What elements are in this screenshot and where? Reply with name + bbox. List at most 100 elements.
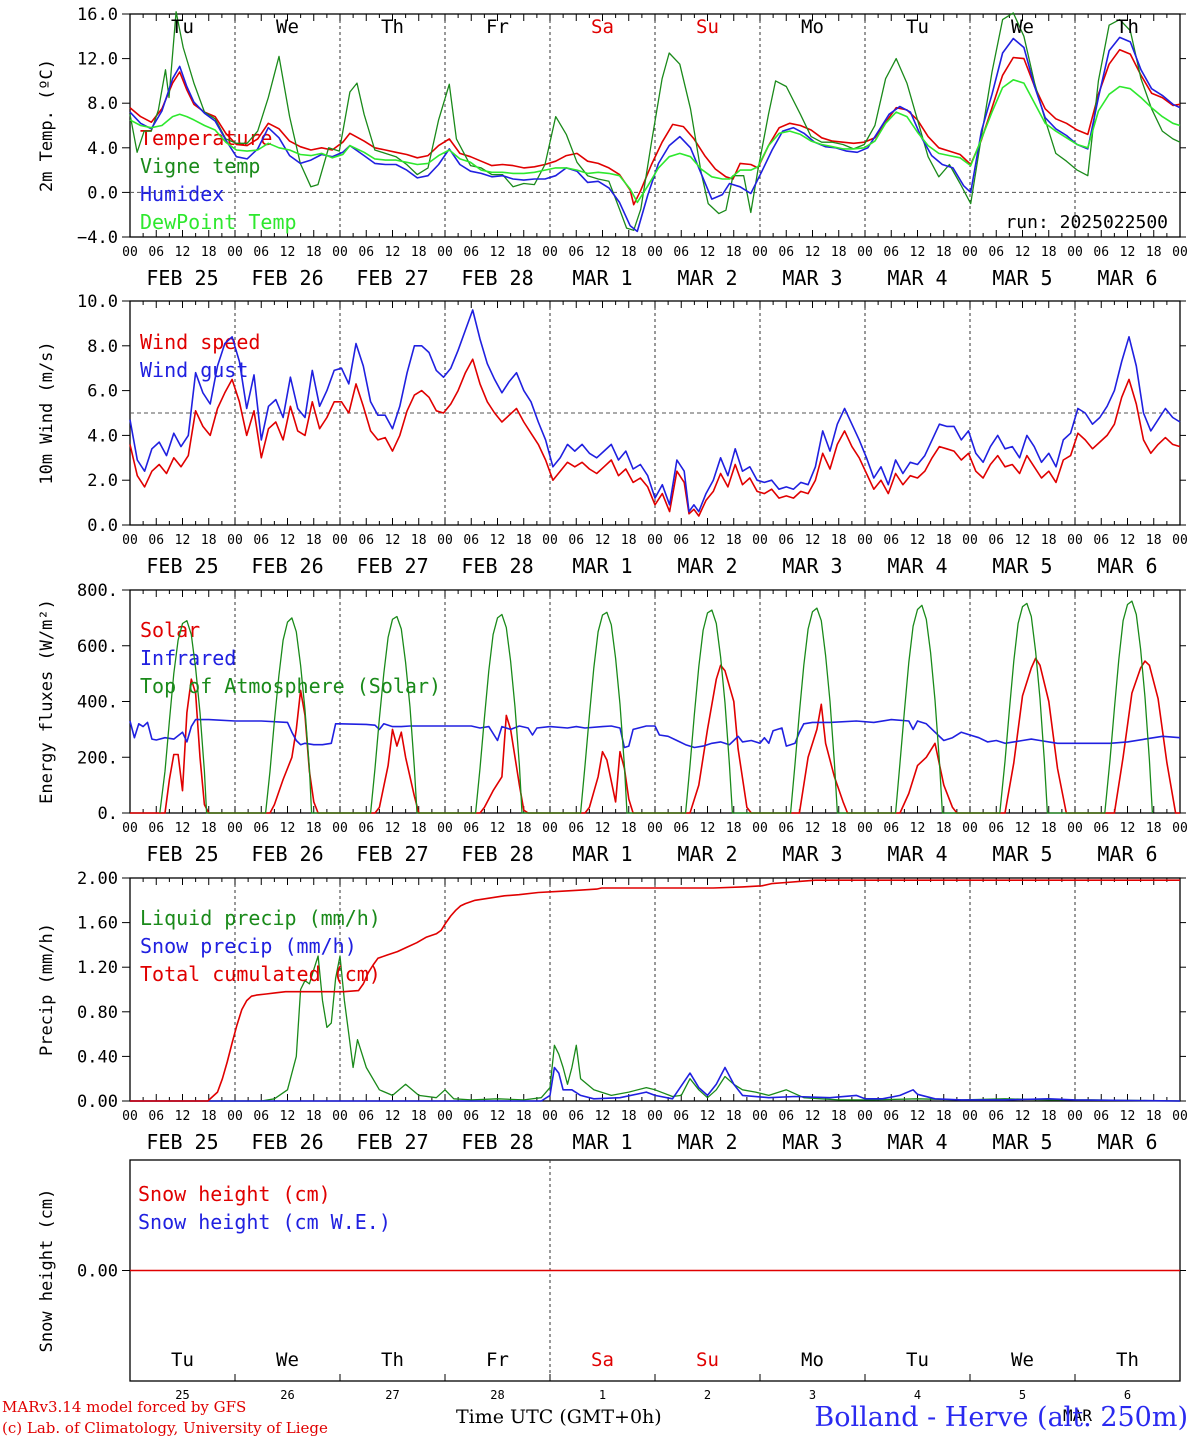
hour-label: 00 xyxy=(122,245,138,260)
y-tick-label: 0.00 xyxy=(77,1262,118,1282)
date-label: MAR 3 xyxy=(782,1130,842,1154)
date-label: FEB 25 xyxy=(146,554,218,578)
hour-label: 00 xyxy=(332,1109,348,1124)
hour-label: 00 xyxy=(227,533,243,548)
date-label: MAR 6 xyxy=(1097,842,1157,866)
hour-label: 00 xyxy=(962,821,978,836)
hour-label: 06 xyxy=(358,245,374,260)
hour-label: 12 xyxy=(700,1109,716,1124)
hour-label: 00 xyxy=(122,533,138,548)
hour-label: 00 xyxy=(1067,1109,1083,1124)
hour-label: 06 xyxy=(148,1109,164,1124)
legend-entry: Wind speed xyxy=(140,330,260,354)
hour-label: 12 xyxy=(175,821,191,836)
panel-frame xyxy=(129,13,1181,238)
y-tick-label: 0.40 xyxy=(77,1047,118,1067)
hour-label: 00 xyxy=(647,245,663,260)
hour-label: 00 xyxy=(542,533,558,548)
hour-label: 00 xyxy=(332,821,348,836)
y-tick-label: 4.0 xyxy=(87,139,118,159)
hour-label: 06 xyxy=(358,1109,374,1124)
day-name: We xyxy=(1011,1349,1034,1371)
hour-label: 00 xyxy=(542,245,558,260)
hour-label: 18 xyxy=(516,1109,532,1124)
series-line-blue xyxy=(129,309,1181,513)
hour-label: 00 xyxy=(122,821,138,836)
hour-label: 18 xyxy=(411,1109,427,1124)
series-line-lightgreen xyxy=(129,79,1181,204)
day-number: 28 xyxy=(490,1388,504,1402)
date-label: MAR 6 xyxy=(1097,554,1157,578)
hour-label: 18 xyxy=(201,245,217,260)
hour-label: 00 xyxy=(857,533,873,548)
hour-label: 00 xyxy=(857,821,873,836)
hour-label: 18 xyxy=(1041,533,1057,548)
day-name: Tu xyxy=(171,1349,194,1371)
hour-label: 06 xyxy=(253,245,269,260)
hour-label: 18 xyxy=(201,533,217,548)
hour-label: 12 xyxy=(175,1109,191,1124)
hour-label: 06 xyxy=(568,1109,584,1124)
y-tick-label: 12.0 xyxy=(77,50,118,70)
hour-label: 12 xyxy=(280,533,296,548)
hour-label: 18 xyxy=(1146,1109,1162,1124)
date-label: FEB 27 xyxy=(356,842,428,866)
hour-label: 18 xyxy=(1146,821,1162,836)
hour-label: 00 xyxy=(1067,821,1083,836)
y-tick-label: −4.0 xyxy=(77,228,118,248)
hour-label: 06 xyxy=(463,533,479,548)
hour-label: 06 xyxy=(358,533,374,548)
hour-label: 06 xyxy=(988,1109,1004,1124)
hour-label: 12 xyxy=(1015,1109,1031,1124)
day-name: Fr xyxy=(486,16,509,38)
date-label: MAR 2 xyxy=(677,266,737,290)
hour-label: 18 xyxy=(936,533,952,548)
series-line-green xyxy=(159,600,1154,814)
hour-label: 06 xyxy=(988,245,1004,260)
date-label: FEB 25 xyxy=(146,842,218,866)
hour-label: 12 xyxy=(385,1109,401,1124)
date-label: MAR 5 xyxy=(992,554,1052,578)
hour-label: 12 xyxy=(595,1109,611,1124)
hour-label: 12 xyxy=(910,1109,926,1124)
hour-label: 00 xyxy=(437,1109,453,1124)
hour-label: 12 xyxy=(1120,533,1136,548)
legend-entry: Humidex xyxy=(140,182,224,206)
hour-label: 18 xyxy=(201,821,217,836)
hour-label: 06 xyxy=(883,821,899,836)
hour-label: 00 xyxy=(542,1109,558,1124)
hour-label: 00 xyxy=(437,245,453,260)
hour-label: 00 xyxy=(1172,245,1188,260)
hour-label: 12 xyxy=(1120,821,1136,836)
date-label: MAR 6 xyxy=(1097,266,1157,290)
legend-entry: Wind gust xyxy=(140,358,248,382)
hour-label: 18 xyxy=(726,821,742,836)
hour-label: 12 xyxy=(280,245,296,260)
hour-label: 00 xyxy=(962,245,978,260)
hour-label: 00 xyxy=(857,1109,873,1124)
date-label: FEB 27 xyxy=(356,1130,428,1154)
legend-entry: Infrared xyxy=(140,646,236,670)
hour-label: 18 xyxy=(1041,1109,1057,1124)
hour-label: 06 xyxy=(988,821,1004,836)
hour-label: 06 xyxy=(148,245,164,260)
day-number: 26 xyxy=(280,1388,294,1402)
day-name: Mo xyxy=(801,1349,824,1371)
hour-label: 06 xyxy=(1093,821,1109,836)
legend-entry: Temperature xyxy=(140,126,272,150)
hour-label: 18 xyxy=(831,245,847,260)
hour-label: 12 xyxy=(910,821,926,836)
hour-label: 12 xyxy=(910,533,926,548)
y-tick-label: 0.0 xyxy=(87,183,118,203)
y-tick-label: 1.60 xyxy=(77,914,118,934)
series-line-blue xyxy=(129,718,1181,749)
series-line-red xyxy=(130,657,1180,814)
day-name: Su xyxy=(696,16,719,38)
hour-label: 00 xyxy=(752,821,768,836)
date-label: MAR 3 xyxy=(782,266,842,290)
legend-entry: Total cumulated (cm) xyxy=(140,962,381,986)
date-label: FEB 28 xyxy=(461,266,533,290)
date-label: MAR 1 xyxy=(572,554,632,578)
y-tick-label: 4.0 xyxy=(87,426,118,446)
